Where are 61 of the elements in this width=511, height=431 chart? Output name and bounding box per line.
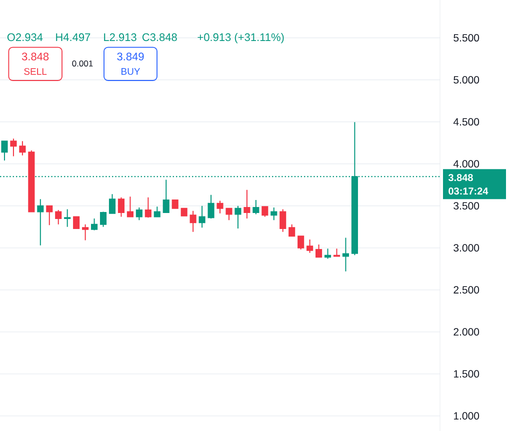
y-tick-label: 5.000 xyxy=(454,76,480,84)
annotation: H4.497 xyxy=(56,33,90,42)
candlestick xyxy=(144,196,152,218)
candlestick xyxy=(180,208,188,216)
candlestick xyxy=(82,224,89,241)
candlestick xyxy=(126,196,134,218)
candlestick xyxy=(226,208,232,221)
annotation: L2.913 xyxy=(104,33,136,42)
y-tick-label: 3.000 xyxy=(454,244,480,252)
candlestick xyxy=(108,194,116,214)
candlestick xyxy=(270,207,278,221)
annotation: BUY xyxy=(122,68,140,75)
candlestick xyxy=(298,236,304,250)
y-tick-label: 1.000 xyxy=(454,412,480,420)
y-tick-label: 4.000 xyxy=(453,160,480,168)
annotation: C3.848 xyxy=(142,33,177,42)
candlestick xyxy=(216,200,224,214)
candlestick xyxy=(252,199,260,215)
candlestick xyxy=(198,205,206,228)
candlestick xyxy=(162,179,170,214)
candlestick xyxy=(1,140,8,161)
candlestick xyxy=(288,224,296,237)
candlestick xyxy=(280,208,286,232)
y-tick-label: 2.500 xyxy=(454,286,480,294)
annotation: 3.848 xyxy=(22,52,49,60)
candlestick xyxy=(19,140,26,156)
candlestick xyxy=(342,237,349,272)
candlestick xyxy=(244,189,250,219)
candlestick xyxy=(315,244,322,258)
text: 03:17:24 xyxy=(448,188,488,195)
candlestick xyxy=(172,199,178,209)
candlestick xyxy=(55,210,62,225)
y-tick-label: 2.000 xyxy=(454,328,480,336)
candlestick xyxy=(262,206,268,218)
candlestick xyxy=(118,196,125,218)
candlestick xyxy=(46,205,53,226)
candlestick xyxy=(100,211,107,228)
ref-line-label: 3.848 xyxy=(448,174,473,182)
y-tick-label: 5.500 xyxy=(454,34,480,42)
candlestick xyxy=(10,138,17,157)
annotation: 3.849 xyxy=(117,52,144,60)
y-tick-label: 1.500 xyxy=(454,370,480,378)
candlestick xyxy=(73,216,80,230)
candlestick xyxy=(136,207,142,221)
y-tick-label: 4.500 xyxy=(453,118,480,126)
candlestick xyxy=(324,248,332,260)
candlestick xyxy=(28,150,35,212)
annotation: 0.001 xyxy=(72,60,93,66)
candlestick xyxy=(154,206,160,218)
annotation: SELL xyxy=(24,68,47,75)
candlestick xyxy=(333,248,340,257)
candlestick xyxy=(306,238,314,254)
candlestick xyxy=(64,208,71,228)
candlestick xyxy=(190,210,196,232)
annotation: O2.934 xyxy=(7,33,43,42)
candlestick xyxy=(234,205,242,230)
annotation: +0.913 (+31.11%) xyxy=(198,33,284,44)
candlestick xyxy=(37,198,44,246)
candlestick xyxy=(208,194,214,219)
y-tick-label: 3.500 xyxy=(454,202,480,210)
candlestick xyxy=(91,218,98,231)
